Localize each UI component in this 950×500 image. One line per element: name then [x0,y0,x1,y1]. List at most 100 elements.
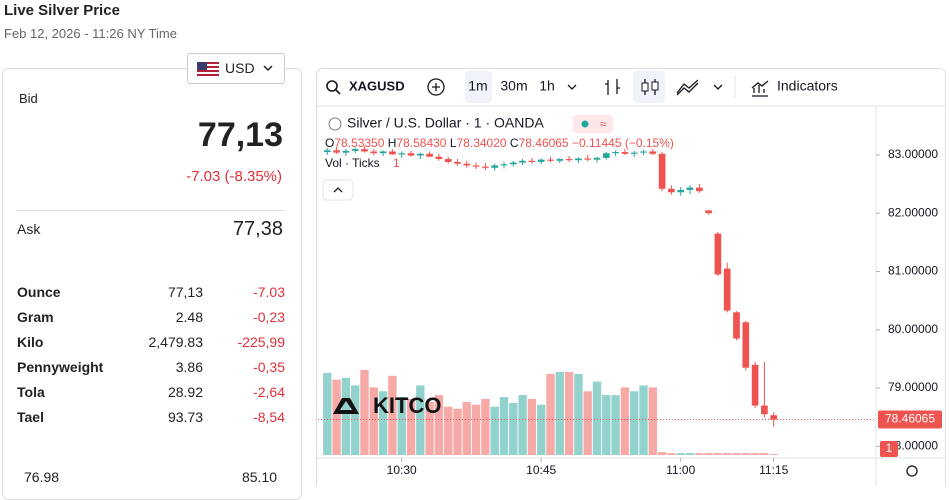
volume-bar [425,401,434,455]
candle-body [342,150,350,153]
page-title: Live Silver Price [4,2,120,19]
indicators-button[interactable]: Indicators [777,78,838,94]
candle-body [668,188,675,193]
unit-change: -8,54 [253,409,285,425]
status-icon: ≈ [600,117,607,131]
unit-price: 2.48 [175,309,203,325]
indicators-icon[interactable] [751,80,769,97]
volume-bar [676,453,685,455]
currency: USD [225,60,255,76]
unit-name: Tael [17,409,44,425]
candle-body [677,189,685,193]
volume-bar [360,370,369,455]
candle-body [723,268,731,311]
candle-body [472,165,480,167]
status-badge [573,115,613,133]
volume-bar [769,454,778,455]
candle-body [491,165,499,168]
unit-row: Tael 93.73 -8,54 [17,409,285,429]
volume-bar [332,379,341,455]
search-icon-handle [335,89,341,95]
candle-body [416,153,424,156]
legend-name: Silver / U.S. Dollar · 1 · OANDA [347,115,544,131]
unit-price: 77,13 [167,284,203,300]
candle-body [584,158,592,160]
bid-change: -7.03 (-8.35%) [186,168,282,185]
volume-bar [462,401,471,455]
volume-bar [490,406,499,455]
volume-legend-value: 1 [393,156,400,170]
unit-price: 2,479.83 [148,334,204,350]
interval-dropdown[interactable] [567,84,577,90]
volume-bar [704,453,713,455]
candles-icon-body [651,81,659,91]
candle-body [565,159,573,161]
volume-bar [369,387,378,455]
symbol-logo [328,117,342,131]
volume-bar [760,453,769,455]
unit-name: Kilo [17,334,44,350]
ohlc-value: 78.34020 [457,136,507,150]
volume-bar [620,387,630,455]
currency-select[interactable]: USD [187,53,285,84]
plot-area: 78.00000 79.00000 80.00000 81.00000 82.00000… [318,146,942,477]
settings-button[interactable] [906,465,918,477]
interval[interactable]: 1h [539,78,555,94]
unit-change: -225,99 [237,334,285,350]
legend-ohlc: O78.53350 H78.58430 L78.34020 C78.46065 … [325,136,674,150]
volume-bar [434,395,444,455]
candle-body [686,187,694,190]
volume-bar [537,404,546,455]
unit-row: Pennyweight 3.86 -0,35 [17,359,285,379]
volume-bar [518,395,527,455]
legend-change: −0.11445 (−0.15%) [572,136,674,150]
interval[interactable]: 1m [468,78,487,94]
collapse-button[interactable] [322,179,354,201]
unit-row: Gram 2.48 -0,23 [17,309,285,329]
candle-body [463,163,471,166]
candle-body [482,166,489,168]
unit-change: -0,23 [253,309,285,325]
watermark: KITCO [373,393,441,418]
unit-price: 93.73 [167,409,203,425]
volume-bar [406,398,416,455]
ohlc-key: C [510,136,519,150]
volume-bar [481,398,490,455]
unit-change: -7.03 [253,284,285,300]
search-icon[interactable] [326,80,338,92]
candle-body [695,187,703,192]
volume-bar [416,385,425,455]
volume-bar [388,375,397,455]
volume-bar [602,395,611,455]
candle-body [444,159,452,162]
bid-label: Bid [19,91,38,106]
candle-body [500,164,508,166]
candle-body [519,160,526,163]
chart-style-icon[interactable] [676,79,699,96]
volume-bar [583,391,592,455]
interval[interactable]: 30m [500,78,527,94]
unit-change: -0,35 [253,359,285,375]
volume-bar [630,391,639,455]
symbol[interactable]: XAGUSD [349,78,405,93]
candle-body [361,149,368,152]
candle-body [602,153,610,158]
candle-body [751,364,759,406]
ask-label: Ask [17,221,41,237]
candle-body [323,150,331,153]
volume-legend: Vol · Ticks [325,156,380,170]
ask-price: 77,38 [232,218,283,240]
bars-icon[interactable] [605,79,620,95]
unit-price: 28.92 [167,384,203,400]
volume-bar [378,391,388,455]
style-dropdown[interactable] [713,84,723,90]
candle-body [575,158,582,161]
price-tick-label: 78.00000 [888,439,938,453]
candle-body [658,153,666,189]
candle-body [649,151,657,154]
compare-button[interactable] [427,78,445,96]
unit-row: Ounce 77,13 -7.03 [17,284,285,304]
volume-bar [732,453,741,455]
candle-body [389,151,396,155]
unit-price: 3.86 [175,359,203,375]
